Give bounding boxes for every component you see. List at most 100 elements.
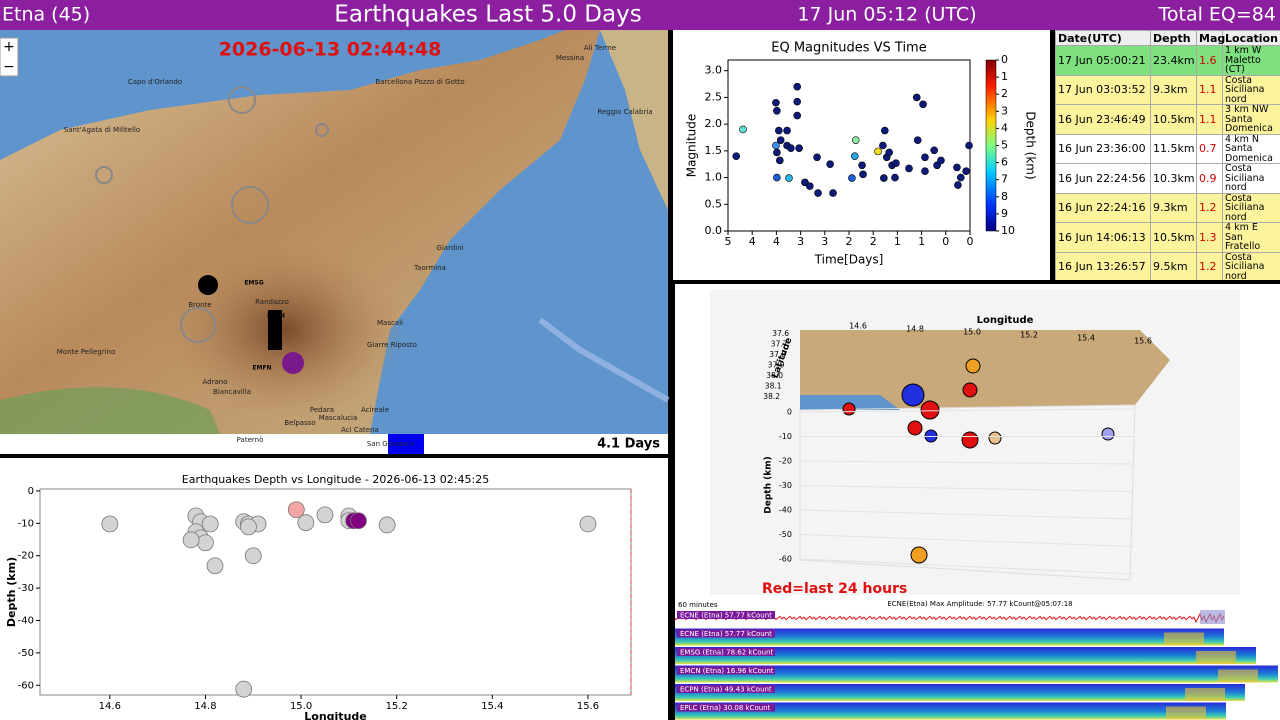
etna <box>165 240 405 420</box>
point <box>240 518 257 536</box>
cell: 16 Jun 14:06:13 <box>1055 222 1151 253</box>
chart-title: Earthquakes Depth vs Longitude - 2026-06… <box>182 473 489 486</box>
fault <box>538 317 670 403</box>
point <box>787 144 795 152</box>
header-bar <box>0 0 1280 30</box>
point <box>954 181 962 189</box>
point <box>965 141 973 150</box>
cell: 17 Jun 03:03:52 <box>1055 74 1151 105</box>
cell: 3 km NW Santa Domenica <box>1222 104 1280 135</box>
x-tick-label: 15.0 <box>290 701 312 712</box>
cell: 1.1 <box>1196 104 1223 135</box>
place-label: Biancavilla <box>213 388 251 396</box>
y-tick-label: -20 <box>18 551 34 562</box>
point <box>859 170 867 179</box>
x-tick-label: 15.4 <box>1077 334 1095 343</box>
x-tick-label: 1 <box>918 235 925 248</box>
channel-tag <box>677 685 775 693</box>
cell: Costa Siciliana nord <box>1222 163 1280 194</box>
point <box>880 174 888 182</box>
event-table: Date(UTC) Depth Mag Location 17 Jun 05:00:21… <box>1055 30 1280 280</box>
y-tick-label: 3.0 <box>705 64 723 77</box>
event <box>315 123 329 137</box>
place-label: Belpasso <box>284 419 315 427</box>
y-axis-label: Magnitude <box>685 114 699 178</box>
header-cell: Location <box>1222 30 1280 46</box>
x-tick-label: 4 <box>773 235 780 248</box>
channel-tag <box>677 666 775 675</box>
event <box>920 400 940 420</box>
x-tick-label: 15.6 <box>577 701 599 712</box>
point <box>891 173 899 182</box>
point <box>851 136 860 144</box>
point <box>930 146 938 155</box>
point <box>579 515 597 533</box>
point <box>350 512 367 530</box>
zoom-in[interactable]: + <box>3 39 15 55</box>
zoom-out[interactable]: − <box>3 59 15 75</box>
highlight <box>1200 610 1225 624</box>
map-timestamp: 2026-06-13 02:44:48 <box>219 39 442 61</box>
spectrogram-burst <box>1185 688 1225 701</box>
point <box>829 189 837 197</box>
event <box>180 307 216 343</box>
place-label: Pedara <box>310 406 334 414</box>
row: 16 Jun 23:46:49 10.5km 1.1 3 km NW Santa Do… <box>1055 104 1280 135</box>
event <box>228 86 256 114</box>
cell: 1.6 <box>1196 45 1223 76</box>
station: Etna (45) <box>2 4 90 26</box>
cell: 10.5km <box>1150 222 1197 253</box>
point <box>793 82 802 91</box>
point <box>953 163 961 172</box>
y-tick-label: -10 <box>18 518 34 529</box>
colorbar-tick-label: 0 <box>1001 53 1008 66</box>
z-tick-label: -60 <box>779 555 792 564</box>
cell: 1.2 <box>1196 192 1223 223</box>
z-tick-label: -10 <box>779 432 792 441</box>
row: 16 Jun 22:24:16 9.3km 1.2 Costa Siciliana n… <box>1055 192 1280 223</box>
grid-line <box>799 408 1134 413</box>
row: 17 Jun 05:00:21 23.4km 1.6 1 km W Maletto (… <box>1055 45 1280 76</box>
colorbar-tick-label: 3 <box>1001 104 1008 117</box>
row: 16 Jun 14:06:13 10.5km 1.3 4 km E San Frate… <box>1055 222 1280 253</box>
x-tick-label: 1 <box>894 235 901 248</box>
event <box>965 358 981 374</box>
z-tick-label: -40 <box>779 506 792 515</box>
point <box>235 680 253 698</box>
point <box>874 147 882 156</box>
cell: 17 Jun 05:00:21 <box>1055 45 1151 76</box>
cell: 9.3km <box>1150 74 1197 105</box>
cell: 1.1 <box>1196 74 1223 105</box>
spectrogram <box>675 665 1278 683</box>
y-tick-label: 37.6 <box>772 329 789 338</box>
grid-line <box>799 558 1134 575</box>
time-bar-fill <box>388 434 424 454</box>
event <box>95 166 113 184</box>
spectrogram-burst <box>1164 632 1204 646</box>
x-tick-label: 14.6 <box>849 322 867 331</box>
point <box>775 156 784 165</box>
plot-3d: Longitude Latitude Depth (km) Red=last 2… <box>675 284 1280 600</box>
chart-title: EQ Magnitudes VS Time <box>771 41 926 56</box>
point <box>885 148 893 157</box>
channel-label: EPLC (Etna) 30.08 kCount <box>680 704 771 712</box>
x-tick-label: 14.6 <box>99 701 121 712</box>
header-time: 17 Jun 05:12 (UTC) <box>797 4 976 26</box>
cell: 10.3km <box>1150 163 1197 194</box>
place-label: Sant'Agata di Militello <box>64 126 140 134</box>
point <box>287 501 305 519</box>
panel <box>0 458 668 720</box>
y-tick-label: 0 <box>28 486 34 497</box>
event <box>198 275 218 295</box>
event <box>901 383 925 407</box>
x-tick-label: 0 <box>942 235 949 248</box>
cell: 16 Jun 22:24:56 <box>1055 163 1151 194</box>
point <box>851 152 859 160</box>
plot-frame <box>39 488 632 696</box>
header-cell: Date(UTC) <box>1055 30 1151 46</box>
event <box>961 431 979 449</box>
x-tick-label: 15.6 <box>1134 337 1152 346</box>
cell: Costa Siciliana nord <box>1222 251 1280 280</box>
event <box>231 186 269 224</box>
point <box>739 125 747 134</box>
